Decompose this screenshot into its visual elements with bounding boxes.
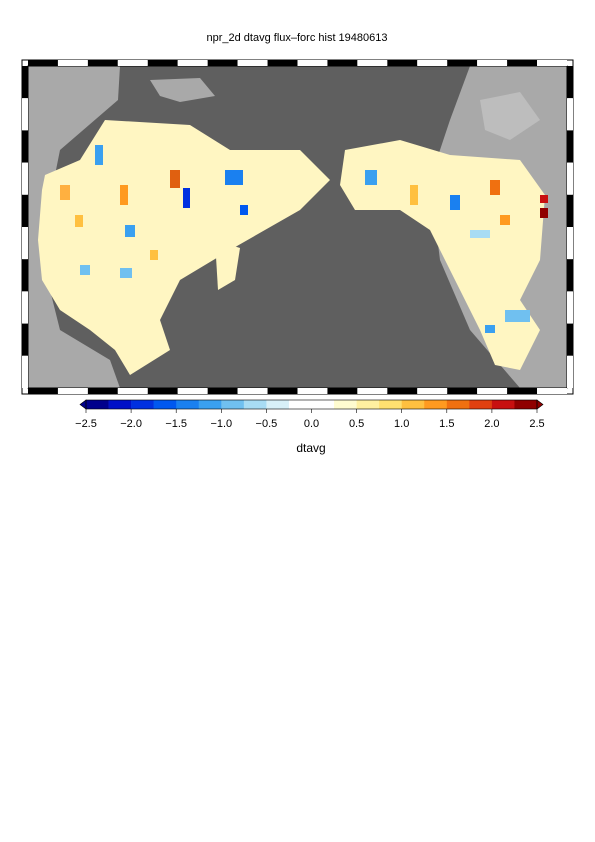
- frame-segment: [22, 194, 28, 227]
- frame-segment: [477, 388, 508, 394]
- colorbar-segment: [491, 400, 515, 409]
- frame-segment: [297, 60, 328, 66]
- colorbar-segment: [424, 400, 448, 409]
- frame-segment: [22, 162, 28, 195]
- colorbar: −2.5 −2.0 −1.5 −1.0 −0.5 0.0 0.5 1.0 1.5 2.0 2.5: [75, 399, 545, 430]
- colorbar-tick-label: 2.0: [484, 418, 499, 430]
- frame-segment: [22, 130, 28, 163]
- frame-segment: [357, 60, 388, 66]
- colorbar-segment: [469, 400, 493, 409]
- map-frame: [22, 60, 573, 394]
- colorbar-segment: [334, 400, 357, 409]
- frame-segment: [22, 227, 28, 260]
- colorbar-tick-label: 1.0: [394, 418, 409, 430]
- frame-segment: [327, 60, 358, 66]
- frame-segment: [207, 60, 238, 66]
- frame-segment: [28, 388, 58, 394]
- frame-segment: [567, 227, 573, 260]
- colorbar-segment: [266, 400, 290, 409]
- frame-segment: [177, 60, 208, 66]
- frame-segment: [22, 291, 28, 324]
- frame-segment: [567, 323, 573, 356]
- frame-segment: [22, 355, 28, 388]
- colorbar-segment: [153, 400, 177, 409]
- frame-segment: [417, 388, 448, 394]
- frame-segment: [327, 388, 358, 394]
- frame-segment: [117, 388, 148, 394]
- colorbar-segment: [401, 400, 425, 409]
- frame-segment: [22, 66, 28, 99]
- colorbar-extend-high: [536, 399, 544, 410]
- colorbar-segment: [356, 400, 380, 409]
- colorbar-tick-label: 0.0: [304, 418, 319, 430]
- frame-segment: [507, 388, 538, 394]
- colorbar-segment: [311, 400, 335, 409]
- colorbar-segment: [243, 400, 267, 409]
- colorbar-segment: [221, 400, 245, 409]
- colorbar-segment: [108, 400, 132, 409]
- colorbar-segment: [176, 400, 200, 409]
- data-field: [38, 120, 548, 375]
- frame-segment: [57, 388, 88, 394]
- colorbar-segment: [446, 400, 470, 409]
- frame-segment: [147, 60, 178, 66]
- colorbar-tick-label: −2.0: [120, 418, 142, 430]
- frame-segment: [22, 98, 28, 131]
- frame-segment: [567, 130, 573, 163]
- frame-segment: [297, 388, 328, 394]
- frame-segment: [447, 60, 478, 66]
- frame-segment: [567, 259, 573, 292]
- frame-segment: [567, 291, 573, 324]
- frame-segment: [387, 60, 418, 66]
- frame-segment: [267, 60, 298, 66]
- frame-segment: [507, 60, 538, 66]
- colorbar-tick-label: −1.0: [210, 418, 232, 430]
- frame-segment: [87, 60, 118, 66]
- frame-segment: [237, 388, 268, 394]
- frame-segment: [567, 98, 573, 131]
- colorbar-segment: [379, 400, 402, 409]
- colorbar-tick-label: 2.5: [529, 418, 544, 430]
- frame-segment: [567, 194, 573, 227]
- frame-segment: [57, 60, 88, 66]
- frame-segment: [567, 162, 573, 195]
- colorbar-segment: [86, 400, 109, 409]
- frame-segment: [147, 388, 178, 394]
- colorbar-segment: [131, 400, 154, 409]
- colorbar-tick-label: 0.5: [349, 418, 364, 430]
- frame-segment: [237, 60, 268, 66]
- frame-segment: [417, 60, 448, 66]
- frame-segment: [537, 60, 567, 66]
- frame-segment: [477, 60, 508, 66]
- frame-segment: [207, 388, 238, 394]
- frame-segment: [567, 66, 573, 99]
- frame-segment: [28, 60, 58, 66]
- frame-segment: [567, 355, 573, 388]
- colorbar-segment: [198, 400, 222, 409]
- frame-segment: [87, 388, 118, 394]
- frame-segment: [22, 323, 28, 356]
- colorbar-tick-label: −1.5: [165, 418, 187, 430]
- colorbar-segment: [514, 400, 538, 409]
- map-title: npr_2d dtavg flux–forc hist 19480613: [206, 32, 387, 44]
- colorbar-extend-low: [79, 399, 87, 410]
- colorbar-tick-label: −0.5: [256, 418, 278, 430]
- frame-segment: [22, 259, 28, 292]
- frame-segment: [117, 60, 148, 66]
- colorbar-label: dtavg: [296, 441, 325, 455]
- frame-segment: [537, 388, 567, 394]
- frame-segment: [387, 388, 418, 394]
- colorbar-segment: [288, 400, 312, 409]
- frame-segment: [177, 388, 208, 394]
- frame-segment: [447, 388, 478, 394]
- frame-segment: [357, 388, 388, 394]
- colorbar-tick-label: −2.5: [75, 418, 97, 430]
- frame-segment: [267, 388, 298, 394]
- colorbar-tick-label: 1.5: [439, 418, 454, 430]
